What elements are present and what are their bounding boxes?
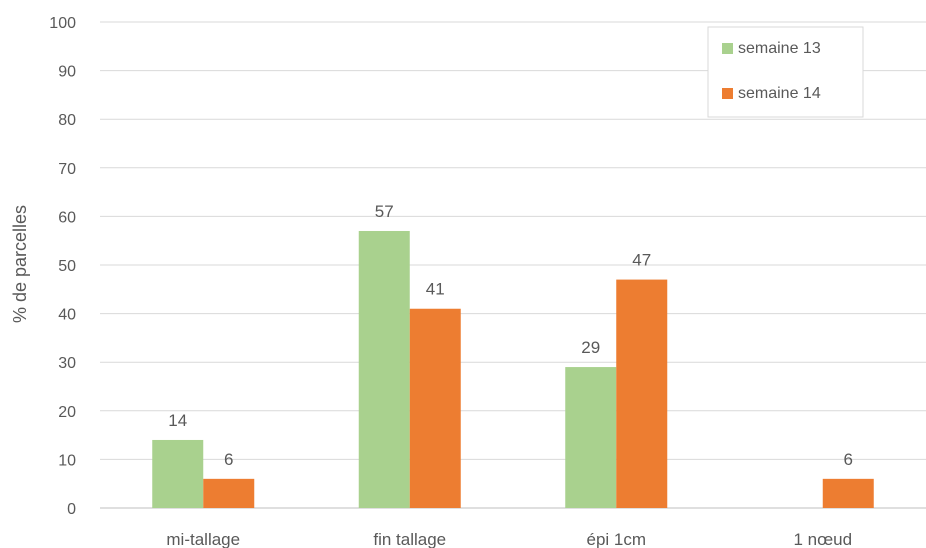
y-tick-label: 80: [58, 112, 76, 129]
y-tick-label: 50: [58, 258, 76, 275]
y-axis-ticks: 0 10 20 30 40 50 60 70 80 90 100: [49, 15, 76, 518]
bar-semaine-13: [565, 367, 617, 508]
bar-semaine-14: [203, 478, 255, 508]
legend-swatch: [722, 88, 733, 99]
x-category-label: épi 1cm: [586, 530, 646, 548]
y-tick-label: 10: [58, 452, 76, 469]
legend-swatch: [722, 43, 733, 54]
bar-semaine-14: [616, 279, 668, 508]
y-tick-label: 40: [58, 307, 76, 324]
data-label: 57: [375, 202, 394, 221]
y-tick-label: 0: [67, 501, 76, 518]
x-category-label: fin tallage: [373, 530, 446, 548]
y-tick-label: 90: [58, 64, 76, 81]
legend-label: semaine 13: [738, 40, 821, 57]
data-label: 6: [844, 450, 853, 469]
bar-semaine-13: [358, 230, 410, 509]
y-axis-label: % de parcelles: [10, 205, 30, 323]
y-tick-label: 30: [58, 355, 76, 372]
legend-box: [707, 26, 864, 118]
y-tick-label: 100: [49, 15, 76, 32]
x-category-label: 1 nœud: [793, 530, 852, 548]
data-label: 29: [581, 338, 600, 357]
legend-label: semaine 14: [738, 85, 821, 102]
data-label: 47: [632, 251, 651, 270]
legend: semaine 13 semaine 14: [707, 26, 864, 118]
y-tick-label: 70: [58, 161, 76, 178]
y-tick-label: 60: [58, 209, 76, 226]
x-category-label: mi-tallage: [166, 530, 240, 548]
bar-semaine-14: [822, 478, 874, 508]
bars: [152, 230, 874, 509]
x-axis-categories: mi-tallage fin tallage épi 1cm 1 nœud: [166, 530, 852, 548]
y-tick-label: 20: [58, 404, 76, 421]
bar-semaine-14: [409, 308, 461, 508]
bar-semaine-13: [152, 439, 204, 508]
data-label: 6: [224, 450, 233, 469]
data-label: 14: [168, 411, 187, 430]
data-labels: 14 6 57 41 29 47 6: [168, 202, 853, 469]
data-label: 41: [426, 280, 445, 299]
